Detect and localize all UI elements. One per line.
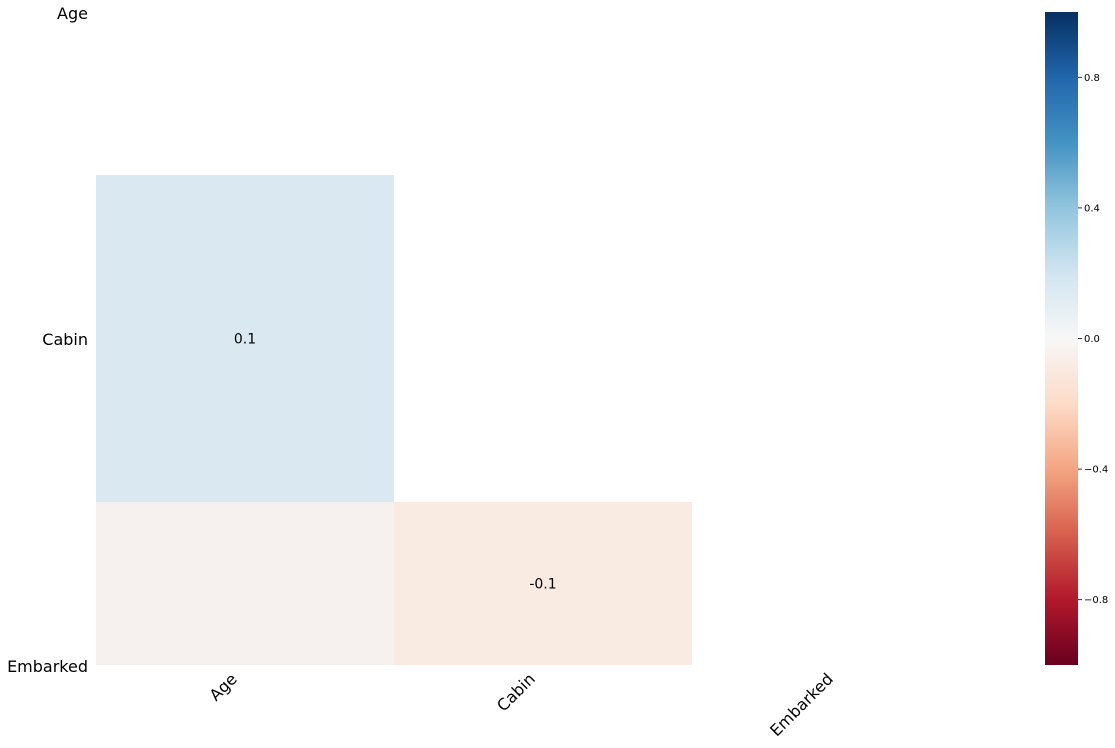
cell-value-label: 0.1 [234,332,256,348]
heatmap-cell-embarked-cabin [394,502,692,665]
column-label-age: Age [206,669,241,704]
heatmap-cell-labels: 0.1 -0.1 [234,332,557,593]
colorbar-tick-label: 0.8 [1084,73,1100,84]
colorbar-tick-label: 0.0 [1084,334,1100,345]
row-label-embarked: Embarked [7,657,88,676]
colorbar-tick-label: −0.8 [1084,595,1108,606]
colorbar: 0.8 0.4 0.0 −0.4 −0.8 [1045,12,1108,665]
column-labels: Age Cabin Embarked [206,669,837,740]
heatmap-cell-embarked-age [96,502,394,665]
colorbar-tick-label: 0.4 [1084,203,1100,214]
row-label-cabin: Cabin [42,330,88,349]
column-label-cabin: Cabin [493,669,539,715]
heatmap-cell-cabin-age [96,175,394,502]
colorbar-tick-label: −0.4 [1084,465,1108,476]
row-label-age: Age [57,4,88,23]
row-labels: Age Cabin Embarked [7,4,88,676]
cell-value-label: -0.1 [529,577,556,593]
colorbar-gradient [1045,12,1078,665]
heatmap-cells [96,175,692,665]
column-label-embarked: Embarked [766,669,837,740]
